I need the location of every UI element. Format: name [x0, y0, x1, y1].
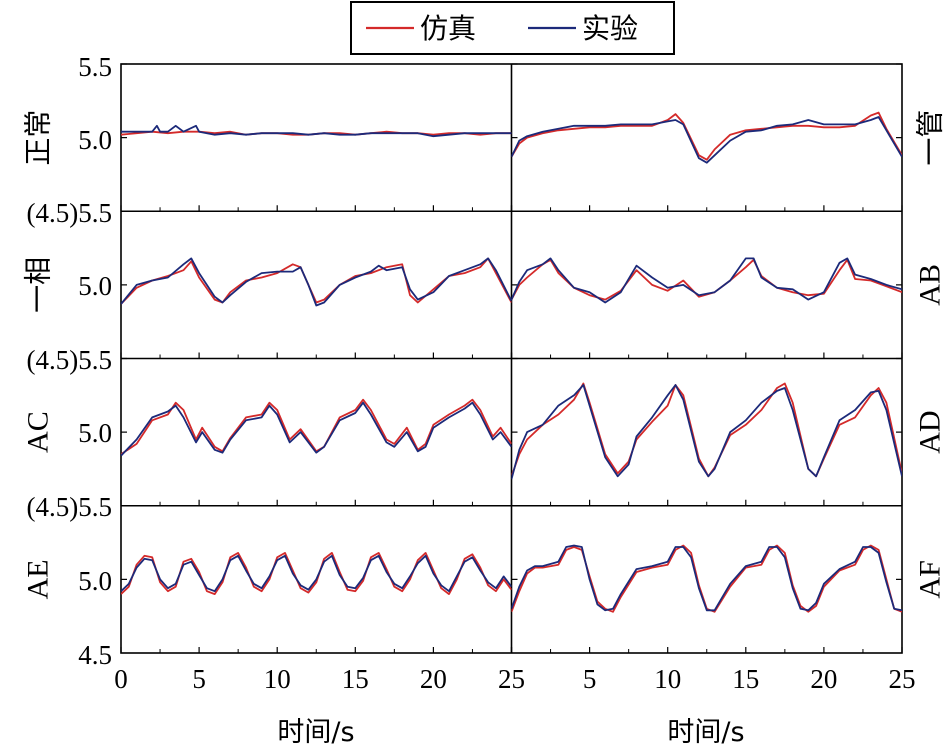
- x-tick-label: 20: [420, 664, 447, 694]
- x-tick-label: 20: [810, 664, 837, 694]
- x-tick-label: 25: [889, 664, 916, 694]
- legend: 仿真 实验: [350, 1, 675, 55]
- y-tick-row3-mid: 5.0: [78, 418, 112, 448]
- panel-label-1: 正常: [22, 110, 55, 166]
- series-line-experiment-panel-6: [511, 384, 902, 480]
- x-tick-label: 5: [192, 664, 206, 694]
- y-tick-row4-top: (4.5)5.5: [27, 492, 112, 522]
- y-tick-row3-top: (4.5)5.5: [27, 345, 112, 375]
- series-layer: [121, 111, 902, 613]
- series-line-simulation-panel-7: [121, 552, 512, 595]
- y-tick-row1-top: 5.5: [78, 52, 112, 82]
- series-line-simulation-panel-5: [121, 398, 512, 455]
- x-tick-label: 10: [654, 664, 681, 694]
- legend-label-simulation: 仿真: [420, 12, 476, 45]
- series-line-experiment-panel-8: [511, 544, 902, 612]
- panel-label-7: AE: [22, 559, 55, 599]
- panel-label-8: AF: [914, 560, 947, 598]
- panel-label-4: AB: [914, 264, 947, 306]
- series-line-experiment-panel-7: [121, 554, 512, 593]
- x-tick-label: 15: [732, 664, 759, 694]
- x-tick-labels: 0 5 10 15 20 25 5 10 15 20 25: [114, 63, 916, 694]
- panel-label-5: AC: [22, 411, 55, 453]
- series-line-experiment-panel-2: [511, 116, 902, 164]
- x-tick-label: 10: [264, 664, 291, 694]
- legend-label-experiment: 实验: [582, 12, 638, 45]
- panel-label-2: 一管: [914, 110, 947, 166]
- panel-label-3: 一相: [22, 257, 55, 313]
- y-tick-row2-top: (4.5)5.5: [27, 198, 112, 228]
- series-line-simulation-panel-3: [121, 257, 512, 305]
- x-tick-label: 5: [583, 664, 597, 694]
- y-tick-row2-mid: 5.0: [78, 271, 112, 301]
- series-line-experiment-panel-3: [121, 257, 512, 307]
- x-tick-label: 0: [114, 664, 128, 694]
- x-axis-title-left: 时间/s: [277, 717, 354, 748]
- series-line-simulation-panel-8: [511, 544, 902, 613]
- panel-label-6: AD: [914, 410, 947, 453]
- x-tick-label: 15: [342, 664, 369, 694]
- x-tick-label: 25: [498, 664, 525, 694]
- y-tick-labels: 5.5 5.0 (4.5)5.5 5.0 (4.5)5.5 5.0 (4.5)5…: [27, 52, 112, 670]
- y-tick-row1-mid: 5.0: [78, 125, 112, 155]
- y-tick-row4-bottom: 4.5: [78, 640, 112, 670]
- series-line-simulation-panel-2: [511, 111, 902, 161]
- series-line-experiment-panel-4: [511, 257, 902, 304]
- y-tick-row4-mid: 5.0: [78, 566, 112, 596]
- series-line-experiment-panel-5: [121, 401, 512, 457]
- series-line-experiment-panel-1: [121, 124, 512, 138]
- x-axis-title-right: 时间/s: [667, 717, 744, 748]
